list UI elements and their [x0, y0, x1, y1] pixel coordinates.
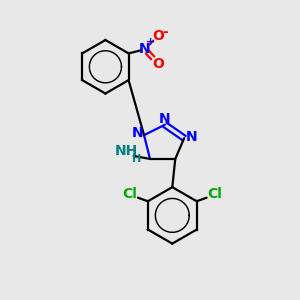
Text: N: N: [132, 126, 143, 140]
Text: N: N: [186, 130, 197, 144]
Text: -: -: [162, 25, 168, 39]
Text: Cl: Cl: [207, 187, 222, 201]
Text: NH: NH: [115, 145, 138, 158]
Text: N: N: [159, 112, 171, 126]
Text: O: O: [153, 57, 164, 71]
Text: +: +: [146, 38, 155, 47]
Text: Cl: Cl: [123, 187, 137, 201]
Text: O: O: [152, 28, 164, 43]
Text: N: N: [139, 42, 151, 56]
Text: H: H: [132, 154, 141, 164]
